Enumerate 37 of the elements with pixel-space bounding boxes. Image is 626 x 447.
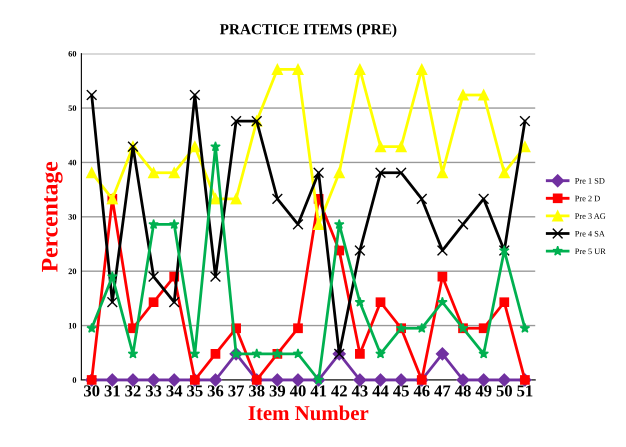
x-tick-label: 40 [290, 385, 306, 397]
y-tick-label: 40 [68, 160, 76, 166]
y-axis-title: Percentage [42, 162, 63, 272]
y-tick-label: 30 [68, 214, 76, 220]
x-tick-label: 38 [249, 385, 265, 397]
x-tick-label: 35 [187, 385, 203, 397]
x-tick-label: 45 [393, 385, 409, 397]
y-tick-label: 50 [68, 105, 76, 111]
chart-title: PRACTICE ITEMS (PRE) [220, 24, 396, 38]
x-tick-label: 39 [270, 385, 286, 397]
x-tick-label: 43 [352, 385, 368, 397]
x-tick-label: 37 [228, 385, 244, 397]
legend-label: Pre 1 SD [575, 178, 605, 184]
y-tick-label: 0 [72, 377, 76, 383]
legend-label: Pre 2 D [575, 196, 600, 202]
y-tick-label: 60 [68, 50, 76, 57]
x-tick-label: 51 [517, 385, 532, 397]
legend-label: Pre 3 AG [575, 213, 606, 219]
y-tick-label: 10 [68, 322, 76, 329]
x-tick-label: 50 [496, 385, 512, 397]
x-tick-label: 47 [434, 385, 450, 396]
x-tick-label: 33 [146, 385, 162, 397]
y-tick-label: 20 [68, 268, 76, 274]
x-tick-label: 34 [166, 385, 182, 397]
legend-label: Pre 4 SA [575, 230, 605, 237]
x-tick-label: 30 [84, 385, 100, 397]
x-tick-label: 46 [414, 385, 430, 397]
legend-label: Pre 5 UR [575, 248, 606, 254]
x-tick-label: 41 [310, 385, 326, 396]
x-tick-label: 49 [476, 385, 492, 397]
x-tick-label: 32 [125, 385, 141, 397]
x-tick-label: 42 [331, 385, 347, 396]
x-tick-label: 44 [372, 385, 389, 396]
x-tick-label: 31 [104, 385, 120, 397]
x-tick-label: 48 [454, 385, 471, 397]
x-tick-label: 36 [208, 385, 224, 397]
x-axis-title: Item Number [248, 405, 368, 420]
